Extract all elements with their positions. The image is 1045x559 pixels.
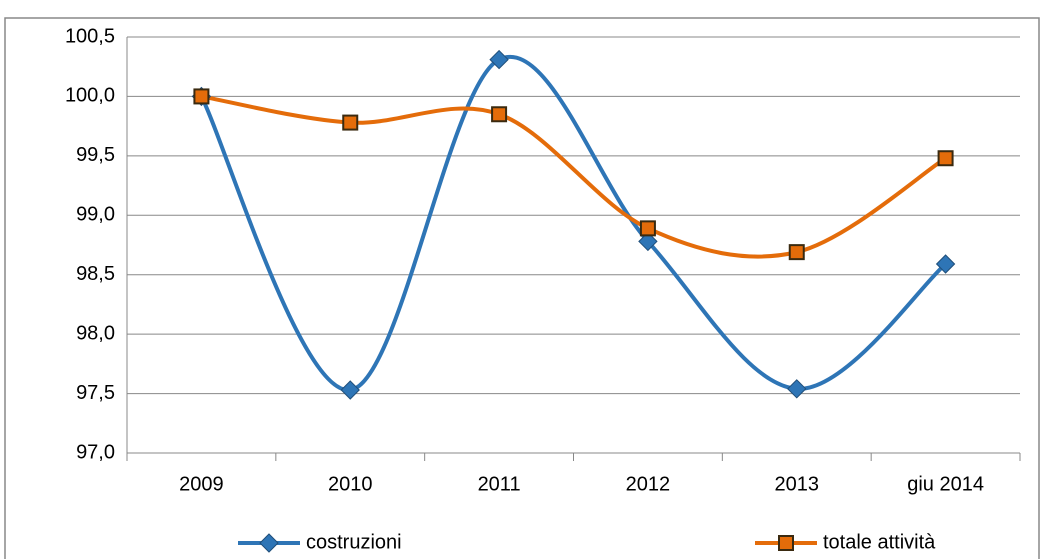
point — [193, 88, 210, 105]
y-tick-label: 99,5 — [76, 144, 115, 166]
legend-label: totale attività — [823, 531, 936, 553]
y-tick-label: 98,5 — [76, 263, 115, 285]
x-tick-label: 2011 — [478, 473, 521, 495]
y-tick-label: 97,5 — [76, 382, 115, 404]
line — [201, 94, 947, 259]
point — [639, 220, 656, 237]
legend-marker — [259, 533, 279, 553]
y-tick-label: 99,0 — [76, 204, 115, 226]
point — [788, 244, 805, 261]
legend-label: costruzioni — [306, 531, 402, 553]
chart-frame — [4, 17, 1040, 559]
point — [787, 379, 807, 399]
point — [935, 254, 956, 274]
y-tick-label: 97,0 — [76, 441, 115, 463]
point — [342, 114, 359, 131]
x-tick-label: 2013 — [775, 473, 820, 495]
x-tick-label: 2009 — [179, 473, 224, 495]
point — [937, 150, 954, 167]
point — [340, 380, 360, 400]
point — [638, 231, 658, 252]
x-tick-label: giu 2014 — [907, 473, 984, 495]
line — [199, 55, 947, 393]
point — [491, 106, 508, 123]
y-tick-label: 100,0 — [65, 85, 115, 107]
point — [489, 49, 509, 70]
legend-marker — [778, 535, 794, 551]
x-tick-label: 2012 — [626, 473, 671, 495]
y-tick-label: 98,0 — [76, 322, 115, 344]
y-tick-label: 100,5 — [65, 25, 115, 47]
x-tick-label: 2010 — [328, 473, 373, 495]
